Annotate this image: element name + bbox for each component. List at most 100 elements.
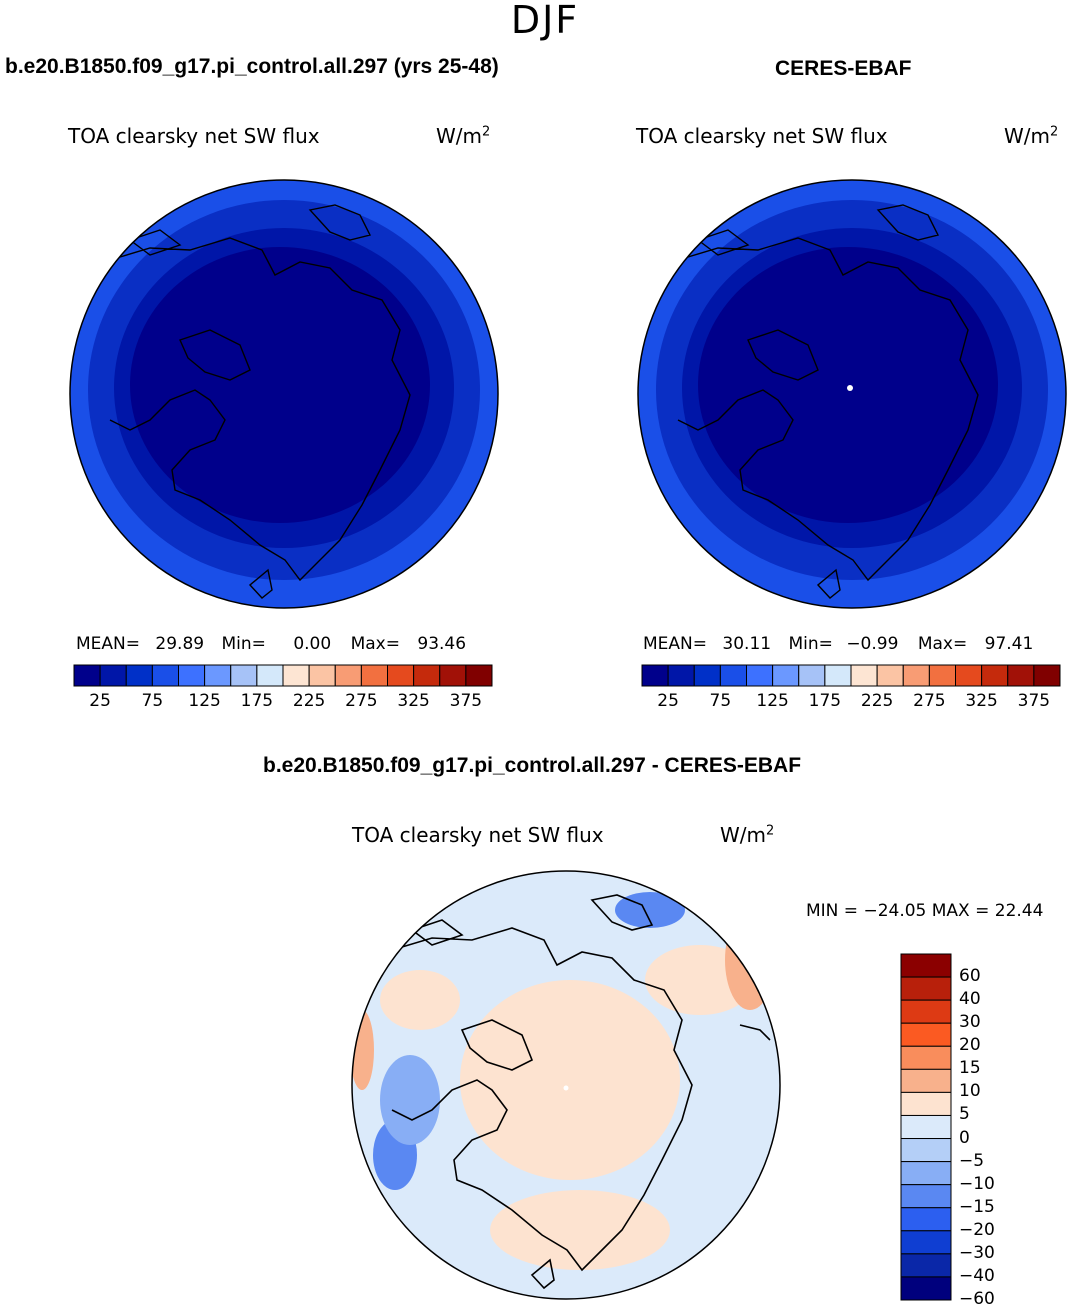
diff-map-south-positive xyxy=(490,1190,670,1270)
left-coastline xyxy=(109,204,411,599)
left-colorbar-cell xyxy=(308,664,336,687)
right-map-ring-outer xyxy=(638,180,1066,608)
diff-colorbar-tick: 5 xyxy=(959,1104,970,1125)
right-colorbar-cell xyxy=(928,664,956,687)
left-map-ring-outer xyxy=(70,180,498,608)
right-map-ring-inner xyxy=(682,228,1022,548)
left-colorbar-cell xyxy=(99,664,127,687)
diff-colorbar-cell xyxy=(900,1045,952,1070)
diff-colorbar-cell xyxy=(900,1184,952,1209)
diff-case-title: b.e20.B1850.f09_g17.pi_control.all.297 -… xyxy=(263,754,802,777)
left-colorbar-cell xyxy=(282,664,310,687)
diff-pole-marker xyxy=(563,1085,569,1091)
right-map-border xyxy=(637,179,1067,609)
diff-colorbar-cell xyxy=(900,1276,952,1301)
left-colorbar-cell xyxy=(125,664,153,687)
diff-colorbar-tick: −15 xyxy=(959,1196,995,1217)
diff-colorbar-tick: −5 xyxy=(959,1150,985,1171)
left-map-ring-mid xyxy=(88,200,480,580)
left-colorbar-cell xyxy=(178,664,206,687)
right-colorbar-tick: 375 xyxy=(1017,691,1051,711)
right-max-value: 97.41 xyxy=(984,634,1034,654)
diff-colorbar-cell xyxy=(900,953,952,978)
diff-map-border xyxy=(351,870,781,1300)
right-mean-label: MEAN= xyxy=(643,634,707,654)
right-stats: MEAN= 30.11 Min= −0.99 Max= 97.41 xyxy=(643,634,1033,654)
diff-colorbar-cell xyxy=(900,976,952,1001)
right-colorbar-tick: 225 xyxy=(860,691,894,711)
diff-colorbar-tick: −30 xyxy=(959,1242,995,1263)
left-colorbar-tick: 125 xyxy=(188,691,221,711)
left-colorbar-tick: 325 xyxy=(397,691,430,711)
right-colorbar-tick: 275 xyxy=(913,691,946,711)
left-min-value: 0.00 xyxy=(293,634,332,654)
right-colorbar-cell xyxy=(719,664,747,687)
left-colorbar-tick: 225 xyxy=(292,691,326,711)
left-map-core xyxy=(130,247,430,523)
left-colorbar-cell xyxy=(230,664,258,687)
right-min-value: −0.99 xyxy=(846,634,899,654)
right-colorbar-cell xyxy=(1007,664,1035,687)
right-colorbar-cell xyxy=(746,664,774,687)
left-case-title: b.e20.B1850.f09_g17.pi_control.all.297 (… xyxy=(5,55,499,78)
diff-colorbar-cell xyxy=(900,1161,952,1186)
left-units: W/m2 xyxy=(436,124,491,148)
diff-units: W/m2 xyxy=(720,823,775,847)
left-mean-label: MEAN= xyxy=(76,634,140,654)
right-pole-marker xyxy=(847,385,853,391)
left-max-label: Max= xyxy=(350,634,400,654)
right-colorbar-tick: 25 xyxy=(657,691,679,711)
diff-colorbar-tick: −10 xyxy=(959,1173,995,1194)
diff-colorbar-cell xyxy=(900,1253,952,1278)
left-variable-title: TOA clearsky net SW flux xyxy=(68,124,320,148)
right-colorbar-cell xyxy=(667,664,695,687)
right-colorbar-cell xyxy=(772,664,800,687)
diff-colorbar-cell xyxy=(900,1022,952,1047)
diff-colorbar-cell xyxy=(900,999,952,1024)
right-map-ring-mid xyxy=(656,200,1048,580)
right-colorbar-tick: 175 xyxy=(808,691,842,711)
left-colorbar-cell xyxy=(439,664,467,687)
left-colorbar-cell xyxy=(334,664,362,687)
diff-colorbar-cell xyxy=(900,1138,952,1163)
diff-colorbar-tick: −20 xyxy=(959,1219,995,1240)
diff-colorbar-tick: 60 xyxy=(959,966,981,987)
right-colorbar-tick: 75 xyxy=(709,691,732,711)
diff-colorbar-cell xyxy=(900,1068,952,1093)
left-colorbar-cell xyxy=(151,664,179,687)
left-min-label: Min= xyxy=(221,634,266,654)
left-map-border xyxy=(69,179,499,609)
left-colorbar-tick: 275 xyxy=(345,691,378,711)
diff-colorbar-cell xyxy=(900,1091,952,1116)
diff-map-west-light-negative xyxy=(380,1055,440,1145)
left-colorbar-cell xyxy=(256,664,284,687)
right-max-label: Max= xyxy=(917,634,968,654)
diff-map-west-positive xyxy=(380,970,460,1030)
diff-colorbar-tick: 30 xyxy=(959,1012,981,1033)
right-colorbar-cell xyxy=(955,664,983,687)
diff-colorbar-cell xyxy=(900,1230,952,1255)
diff-colorbar-cell xyxy=(900,1207,952,1232)
right-colorbar-cell xyxy=(798,664,826,687)
right-colorbar-cell xyxy=(850,664,878,687)
right-colorbar-cell xyxy=(824,664,852,687)
diff-colorbar-tick: 15 xyxy=(959,1058,981,1079)
right-colorbar xyxy=(641,664,1061,687)
diff-colorbar-tick: 10 xyxy=(959,1081,981,1102)
right-units: W/m2 xyxy=(1004,124,1059,148)
right-colorbar-tick: 325 xyxy=(965,691,998,711)
right-mean-value: 30.11 xyxy=(722,634,772,654)
right-colorbar-cell xyxy=(693,664,721,687)
diff-variable-title: TOA clearsky net SW flux xyxy=(352,823,604,847)
diff-colorbar-cell xyxy=(900,1114,952,1140)
right-colorbar-cell xyxy=(981,664,1009,687)
diff-map-sw-negative xyxy=(373,1120,417,1190)
right-map-core xyxy=(698,247,998,523)
left-colorbar-cell xyxy=(465,664,493,687)
diff-colorbar xyxy=(900,953,952,1301)
right-coastline xyxy=(677,204,979,599)
diff-colorbar-tick: 20 xyxy=(959,1035,981,1056)
left-colorbar-tick: 75 xyxy=(141,691,164,711)
diff-colorbar-tick: −60 xyxy=(959,1289,995,1309)
